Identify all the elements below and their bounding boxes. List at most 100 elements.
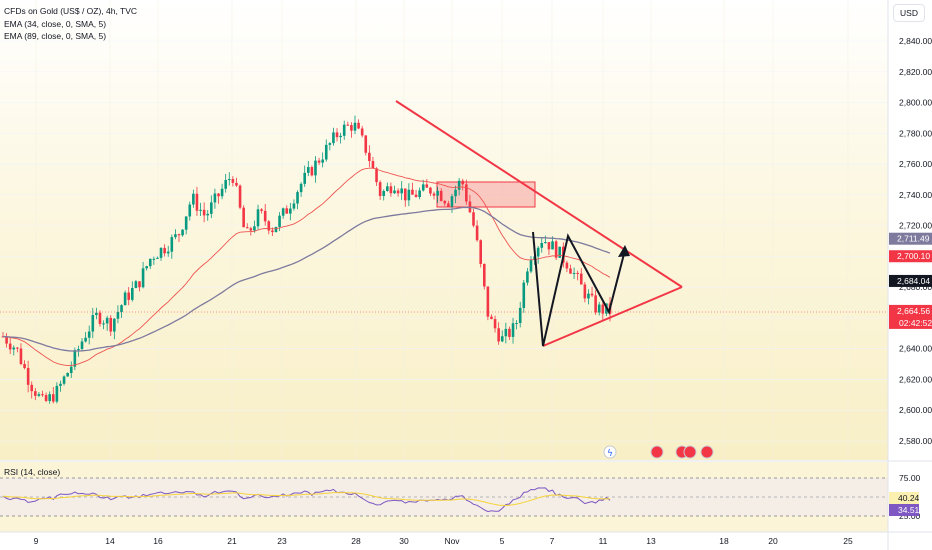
candle [299, 182, 303, 197]
event-icons[interactable]: ϟ [603, 445, 714, 459]
chart-background [0, 0, 888, 460]
candle [493, 315, 497, 333]
svg-text:40.24: 40.24 [898, 493, 920, 503]
price-label: 2,684.04 [889, 274, 932, 287]
price-label: 2,711.49 [889, 232, 932, 245]
svg-text:ϟ: ϟ [607, 449, 613, 459]
candle [62, 375, 66, 386]
candle [314, 156, 317, 183]
symbol-title[interactable]: CFDs on Gold (US$ / OZ), 4h, TVC [4, 6, 138, 16]
candle [5, 333, 8, 348]
price-label: 2,700.10 [889, 250, 932, 263]
ema89-line [2, 206, 611, 352]
candle [418, 187, 421, 200]
candle [231, 176, 235, 187]
x-tick-label: Nov [444, 536, 460, 546]
projection-arrowhead [618, 245, 630, 257]
candle [260, 207, 263, 214]
candle [123, 290, 127, 306]
candle [227, 172, 231, 186]
y-tick-label: 2,780.00 [899, 128, 932, 138]
candle [267, 220, 271, 235]
candle [357, 119, 360, 130]
candle [242, 205, 245, 228]
candle [134, 279, 138, 289]
candle [511, 317, 515, 344]
candle [529, 256, 533, 274]
y-tick-label: 2,760.00 [899, 159, 932, 169]
candle [296, 190, 299, 210]
candle [544, 235, 547, 244]
candle [425, 178, 429, 188]
x-tick-label: 11 [599, 536, 608, 546]
candle [328, 142, 332, 151]
earnings-event-icon[interactable] [603, 445, 617, 459]
price-axis[interactable]: 2,580.002,600.002,620.002,640.002,660.00… [899, 36, 932, 446]
candle [224, 174, 227, 193]
candle [382, 189, 386, 201]
candle [263, 203, 267, 226]
y-tick-label: 2,600.00 [899, 405, 932, 415]
candle [141, 261, 145, 289]
candle [360, 125, 364, 138]
us-flag-event-icon[interactable] [700, 445, 714, 459]
candle [51, 387, 55, 404]
candle [87, 325, 91, 345]
candle [465, 179, 468, 205]
candle [274, 226, 278, 233]
candle [346, 121, 350, 126]
candle [339, 132, 342, 144]
candle [235, 177, 238, 187]
rsi-legend[interactable]: RSI (14, close) [4, 467, 61, 477]
x-tick-label: 5 [500, 536, 505, 546]
ema89-legend[interactable]: EMA (89, close, 0, SMA, 5) [4, 31, 107, 41]
us-flag-event-icon[interactable] [683, 445, 697, 459]
candle [26, 360, 30, 393]
candle [497, 322, 500, 345]
candle [95, 307, 98, 320]
candle [475, 220, 479, 242]
ema34-legend[interactable]: EMA (34, close, 0, SMA, 5) [4, 18, 107, 29]
candle [102, 320, 105, 330]
us-flag-event-icon[interactable] [650, 445, 664, 459]
candle [594, 290, 597, 315]
currency-button[interactable]: USD [893, 4, 925, 22]
candle [199, 202, 202, 216]
y-tick-label: 2,640.00 [899, 344, 932, 354]
candle [429, 186, 432, 197]
candle [166, 245, 170, 257]
candle [597, 301, 601, 316]
candle [368, 145, 371, 168]
candle [303, 165, 307, 187]
candle [306, 160, 310, 177]
candle [393, 185, 396, 194]
candle [37, 392, 41, 398]
candle [461, 178, 465, 191]
candle [565, 260, 569, 273]
candle [206, 210, 210, 221]
candle [364, 135, 368, 156]
candle [504, 322, 508, 344]
candle [163, 244, 166, 257]
y-tick-label: 2,840.00 [899, 36, 932, 46]
candle [396, 188, 400, 197]
candle [353, 115, 357, 135]
candle [127, 287, 131, 306]
candle [436, 186, 439, 203]
candle [192, 189, 195, 208]
candle [342, 120, 346, 140]
candle [486, 286, 490, 321]
candle [120, 304, 123, 319]
svg-text:2,711.49: 2,711.49 [897, 234, 930, 244]
candle [454, 185, 457, 204]
triangle-lower-trendline [542, 286, 683, 347]
svg-text:2,664.56: 2,664.56 [897, 306, 930, 316]
chart-legend: CFDs on Gold (US$ / OZ), 4h, TVC EMA (34… [4, 5, 137, 43]
time-axis[interactable]: 9 14 16 21 23 28 30 Nov 5 7 11 13 18 20 25 [34, 536, 853, 546]
price-label: 2,664.56 02:42:52 [889, 304, 932, 329]
candle [569, 264, 572, 274]
candle [522, 279, 526, 313]
x-tick-label: 14 [105, 536, 115, 546]
candle [335, 128, 339, 142]
